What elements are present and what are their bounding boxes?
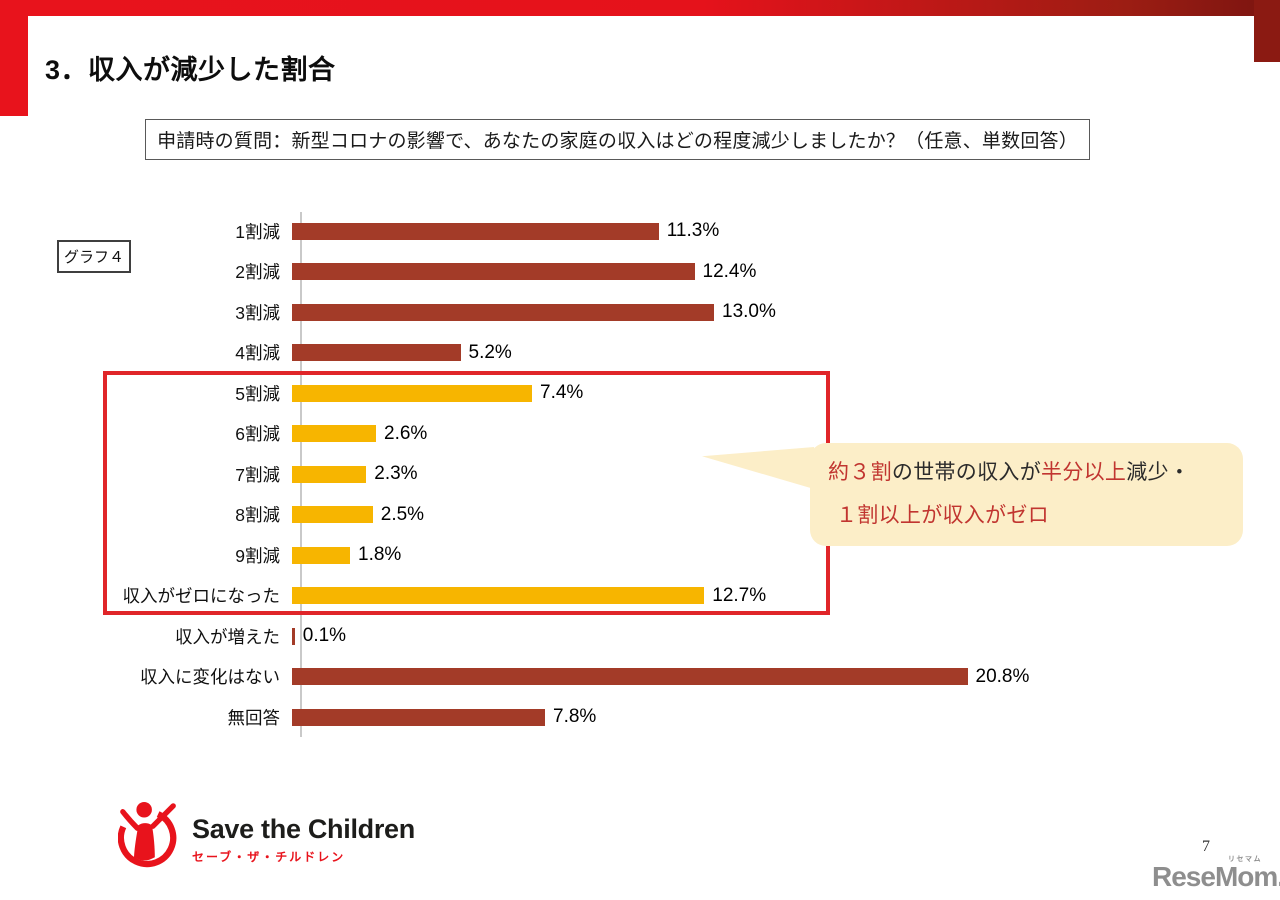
chart-rows: 1割減 11.3% 2割減 12.4% 3割減 13.0% 4割減 5.2% 5割減 7.4% 6割… (0, 211, 1140, 738)
bar (291, 546, 350, 564)
chart-row: 無回答 7.8% (0, 697, 1140, 738)
org-name: Save the Children (192, 814, 415, 844)
chart-row: 8割減 2.5% (0, 495, 1140, 536)
bar (291, 627, 295, 645)
value-label: 5.2% (468, 341, 512, 363)
resemom-logo-text: ReseMom. (1152, 861, 1280, 892)
value-label: 2.5% (380, 503, 425, 525)
category-label: 収入がゼロになった (122, 586, 281, 607)
bar (291, 587, 705, 605)
annotation-line-2: １割以上が収入がゼロ (828, 494, 1229, 537)
bar (291, 425, 376, 443)
bar-area: 12.7% (290, 585, 766, 607)
bar (291, 303, 714, 321)
chart-row: 9割減 1.8% (0, 535, 1140, 576)
save-the-children-mark-icon (118, 802, 177, 868)
bar (291, 708, 545, 726)
value-label: 7.4% (540, 382, 584, 404)
bar-area: 7.8% (290, 706, 596, 728)
left-accent-strip (0, 0, 28, 116)
org-name-japanese: セーブ・ザ・チルドレン (192, 850, 346, 864)
category-label: 収入に変化はない (140, 667, 280, 688)
category-label: 9割減 (235, 545, 280, 566)
annotation-emphasis-text: 半分以上 (1041, 461, 1127, 484)
resemom-ruby-text: リセマム (1228, 856, 1262, 863)
bar-area: 1.8% (290, 544, 401, 566)
income-reduction-bar-chart: 1割減 11.3% 2割減 12.4% 3割減 13.0% 4割減 5.2% 5割減 7.4% 6割… (0, 211, 1140, 738)
bar-area: 5.2% (290, 342, 512, 364)
bar-area: 2.5% (290, 504, 424, 526)
value-label: 2.3% (374, 463, 418, 485)
value-label: 2.6% (384, 422, 428, 444)
bar (291, 384, 532, 402)
annotation-emphasis-text: １割以上が収入がゼロ (836, 504, 1049, 527)
chart-row: 収入が増えた 0.1% (0, 616, 1140, 657)
bar-area: 2.3% (290, 463, 418, 485)
annotation-callout: 約３割の世帯の収入が半分以上減少・ １割以上が収入がゼロ (810, 443, 1243, 546)
value-label: 11.3% (666, 220, 720, 242)
bar-area: 2.6% (290, 423, 427, 445)
bar-area: 12.4% (290, 261, 756, 283)
value-label: 20.8% (975, 665, 1030, 687)
chart-row: 1割減 11.3% (0, 211, 1140, 252)
value-label: 7.8% (553, 706, 597, 728)
bar-area: 7.4% (290, 382, 583, 404)
category-label: 6割減 (235, 424, 280, 445)
bar-area: 0.1% (290, 625, 346, 647)
page-title: 3．収入が減少した割合 (45, 55, 336, 85)
bar (291, 263, 695, 281)
category-label: 2割減 (235, 262, 280, 283)
category-label: 収入が増えた (175, 626, 280, 647)
bar (291, 344, 461, 362)
resemom-watermark: リセマム ReseMom. (1152, 852, 1280, 896)
bar-area: 13.0% (290, 301, 776, 323)
value-label: 0.1% (302, 625, 347, 647)
category-label: 8割減 (235, 505, 280, 526)
category-label: 5割減 (235, 383, 280, 404)
category-label: 4割減 (235, 343, 280, 364)
bar (291, 222, 659, 240)
save-the-children-logo: Save the Children セーブ・ザ・チルドレン (118, 798, 415, 870)
bar (291, 668, 968, 686)
graph-number-tag: グラフ４ (57, 240, 131, 273)
chart-row: 4割減 5.2% (0, 333, 1140, 374)
right-accent-strip (1254, 0, 1280, 62)
bar (291, 506, 373, 524)
annotation-text: 減少・ (1126, 461, 1191, 484)
category-label: 無回答 (227, 707, 281, 728)
value-label: 12.4% (702, 260, 757, 282)
category-label: 7割減 (235, 464, 280, 485)
chart-row: 収入がゼロになった 12.7% (0, 576, 1140, 617)
chart-row: 3割減 13.0% (0, 292, 1140, 333)
value-label: 12.7% (712, 584, 767, 606)
chart-row: 2割減 12.4% (0, 252, 1140, 293)
value-label: 13.0% (722, 301, 776, 323)
chart-row: 5割減 7.4% (0, 373, 1140, 414)
page-number: 7 (1202, 838, 1210, 855)
value-label: 1.8% (358, 544, 402, 566)
chart-row: 7割減 2.3% (0, 454, 1140, 495)
annotation-line-1: 約３割の世帯の収入が半分以上減少・ (828, 451, 1229, 494)
chart-row: 収入に変化はない 20.8% (0, 657, 1140, 698)
chart-row: 6割減 2.6% (0, 414, 1140, 455)
annotation-emphasis-text: 約３割 (828, 461, 892, 484)
bar (291, 465, 367, 483)
category-label: 3割減 (235, 302, 280, 323)
top-accent-band (0, 0, 1280, 16)
survey-question-box: 申請時の質問：新型コロナの影響で、あなたの家庭の収入はどの程度減少しましたか？（… (145, 119, 1090, 160)
category-label: 1割減 (235, 221, 280, 242)
bar-area: 20.8% (290, 666, 1029, 688)
save-the-children-text: Save the Children セーブ・ザ・チルドレン (192, 798, 415, 865)
annotation-text: の世帯の収入が (891, 461, 1042, 484)
bar-area: 11.3% (290, 220, 719, 242)
